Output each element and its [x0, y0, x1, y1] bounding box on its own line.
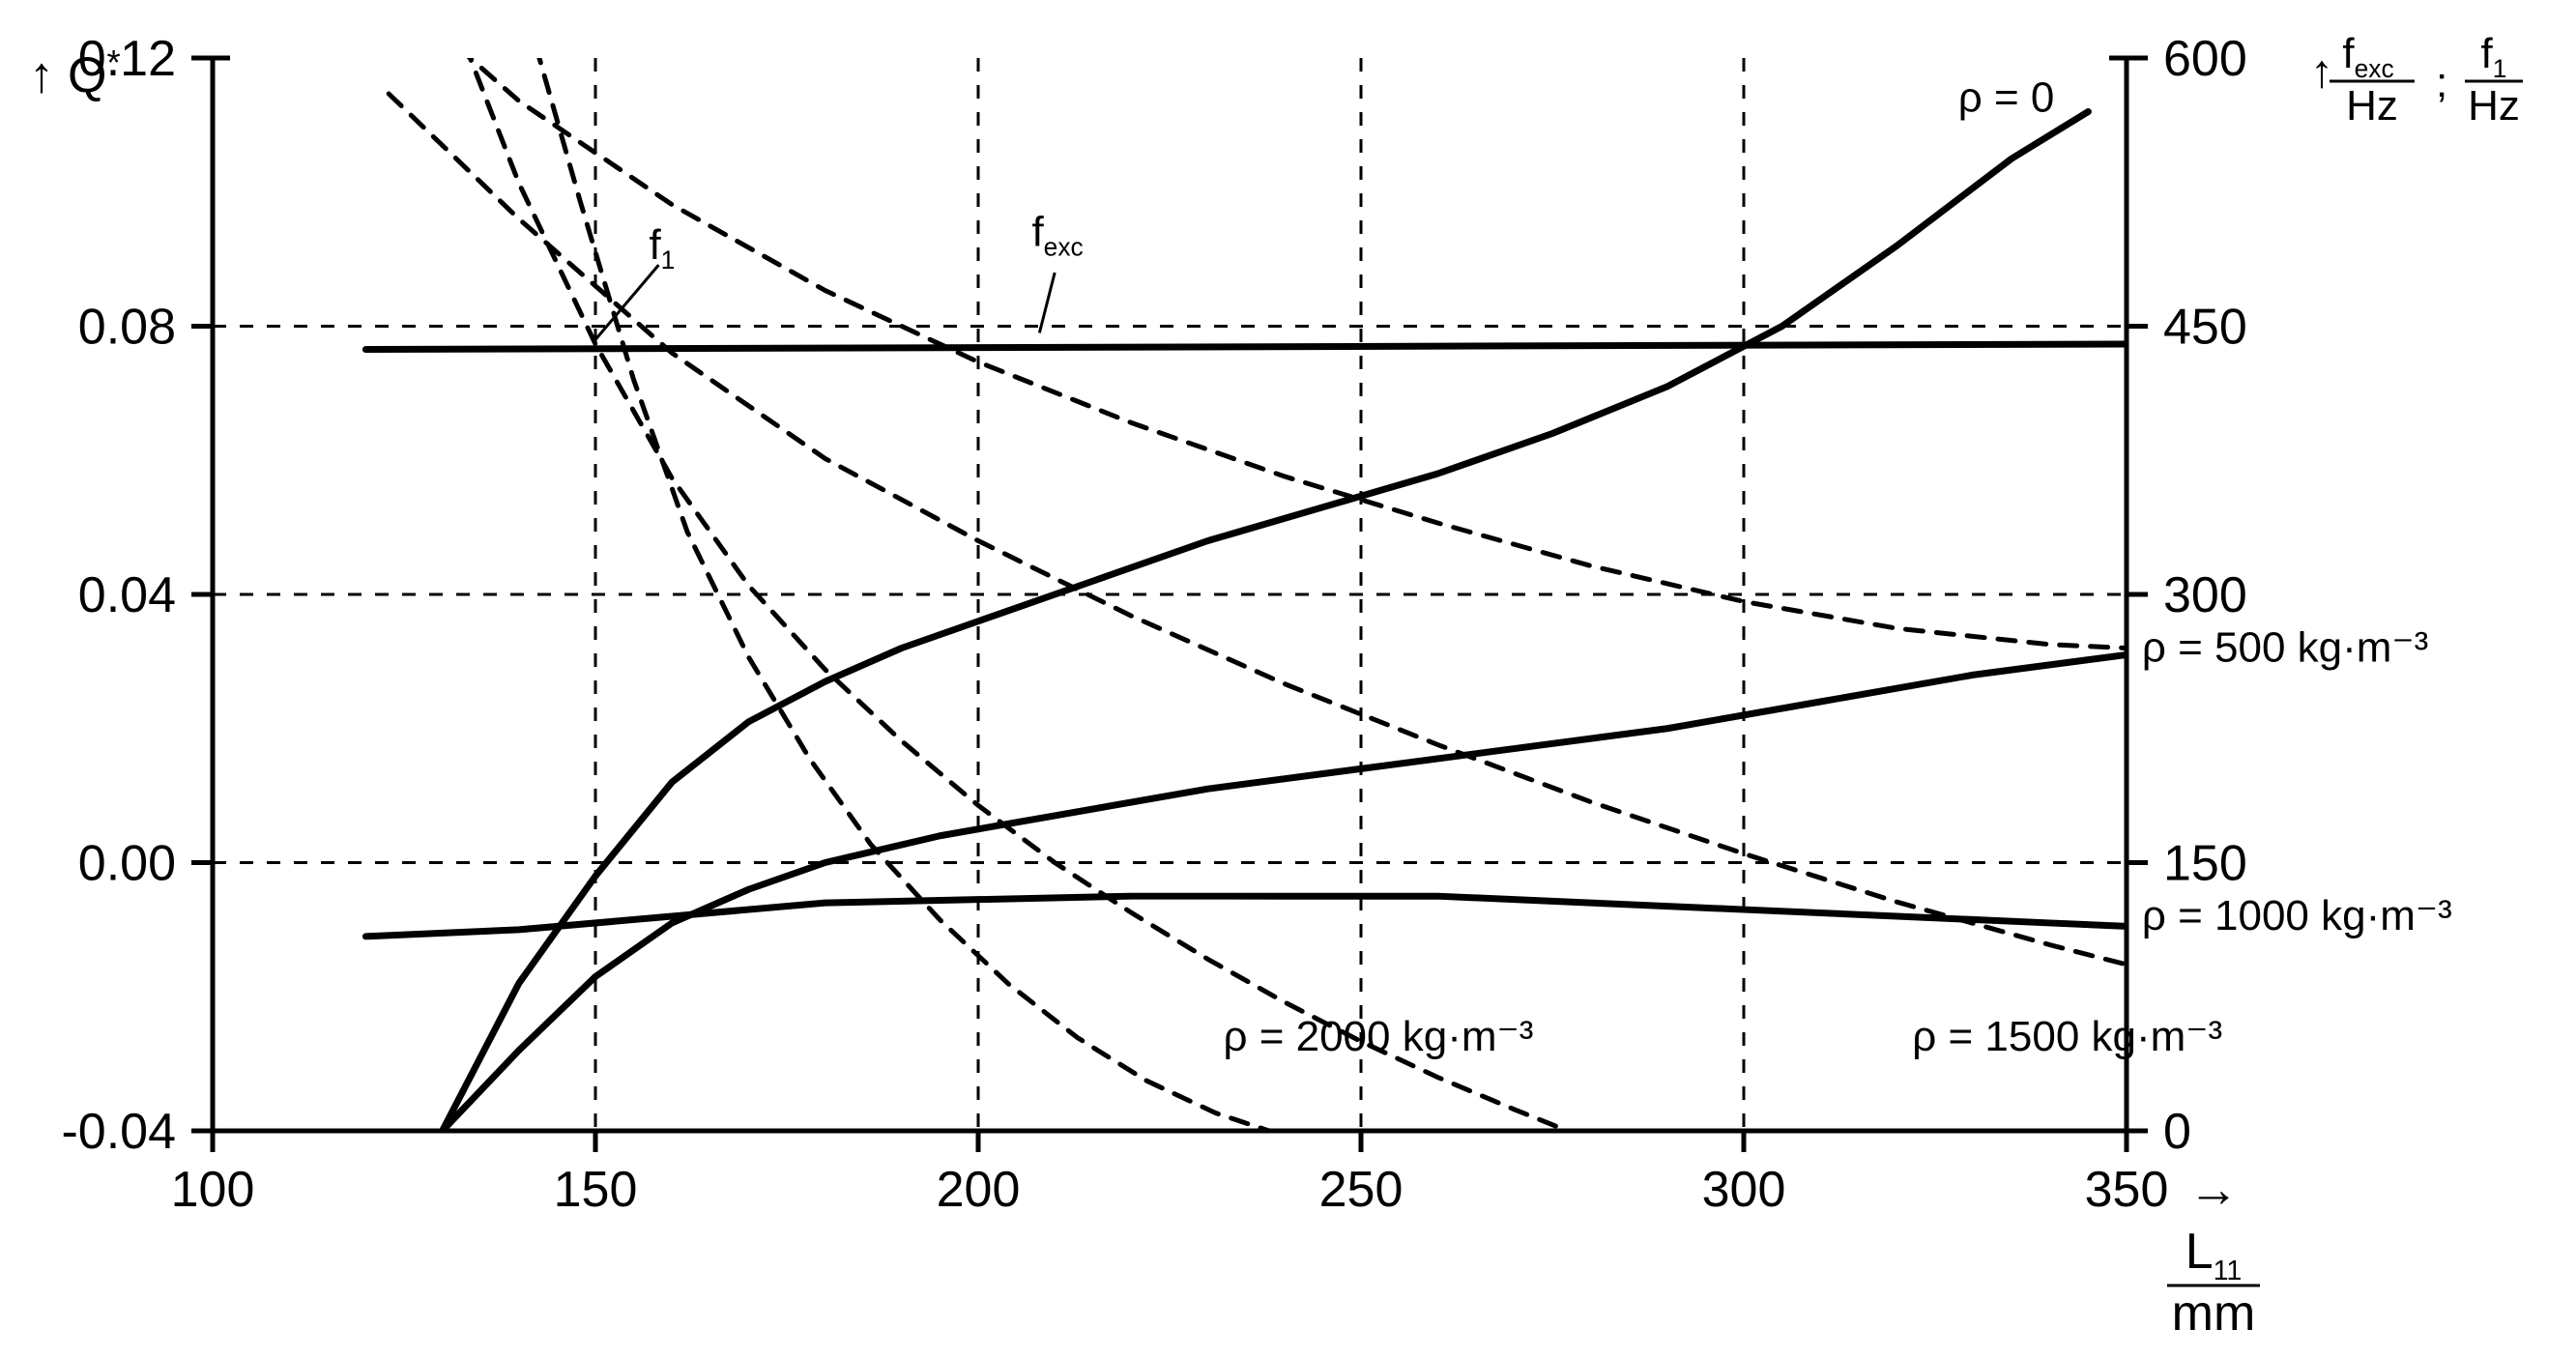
y-left-tick-label: 0.00 — [78, 836, 176, 892]
y-right-tick-label: 600 — [2163, 31, 2247, 87]
series-f1_rho0 — [389, 0, 2127, 649]
series-f1_rho1500 — [519, 0, 1269, 1131]
annotation: ρ = 1500 kg·m⁻³ — [1912, 1013, 2222, 1060]
x-tick-label: 200 — [937, 1162, 1021, 1218]
y-right-label-fexc: fexc — [2342, 30, 2393, 83]
series-label: f1 — [649, 221, 675, 274]
svg-text:Hz: Hz — [2468, 82, 2520, 130]
chart-svg: 100150200250300350-0.040.000.040.080.120… — [0, 0, 2576, 1357]
svg-text:Hz: Hz — [2346, 82, 2398, 130]
x-label-bot: mm — [2172, 1285, 2256, 1342]
series-label: ρ = 0 — [1958, 74, 2055, 122]
x-tick-label: 300 — [1702, 1162, 1786, 1218]
y-left-arrow: ↑ — [29, 47, 54, 103]
series-f_exc — [365, 344, 2127, 350]
y-left-tick-label: -0.04 — [61, 1104, 176, 1160]
x-tick-label: 150 — [554, 1162, 638, 1218]
y-left-label: Q* — [68, 43, 121, 103]
annotation: ρ = 2000 kg·m⁻³ — [1223, 1013, 1533, 1060]
y-left-tick-label: 0.08 — [78, 300, 176, 356]
y-right-tick-label: 150 — [2163, 836, 2247, 892]
x-tick-label: 250 — [1319, 1162, 1404, 1218]
y-right-tick-label: 300 — [2163, 567, 2247, 623]
x-arrow: → — [2188, 1162, 2239, 1218]
grid — [213, 58, 2127, 1131]
svg-text:;: ; — [2436, 59, 2447, 106]
series-group — [365, 0, 2127, 1131]
series-label: ρ = 500 kg·m⁻³ — [2142, 623, 2428, 671]
series-label: ρ = 1000 kg·m⁻³ — [2142, 892, 2452, 939]
x-tick-label: 100 — [171, 1162, 255, 1218]
y-left-tick-label: 0.04 — [78, 567, 176, 623]
x-label-top: L11 — [2185, 1224, 2243, 1286]
y-right-tick-label: 0 — [2163, 1104, 2191, 1160]
y-right-tick-label: 450 — [2163, 300, 2247, 356]
series-rho0 — [443, 112, 2089, 1132]
y-right-arrow: ↑ — [2310, 46, 2333, 98]
series-label: fexc — [1031, 208, 1083, 261]
y-right-label-f1: f1 — [2481, 30, 2507, 83]
series-rho1000 — [365, 896, 2127, 937]
x-tick-label: 350 — [2085, 1162, 2169, 1218]
series-f1_rho1000 — [443, 0, 1568, 1131]
chart-container: 100150200250300350-0.040.000.040.080.120… — [0, 0, 2576, 1357]
